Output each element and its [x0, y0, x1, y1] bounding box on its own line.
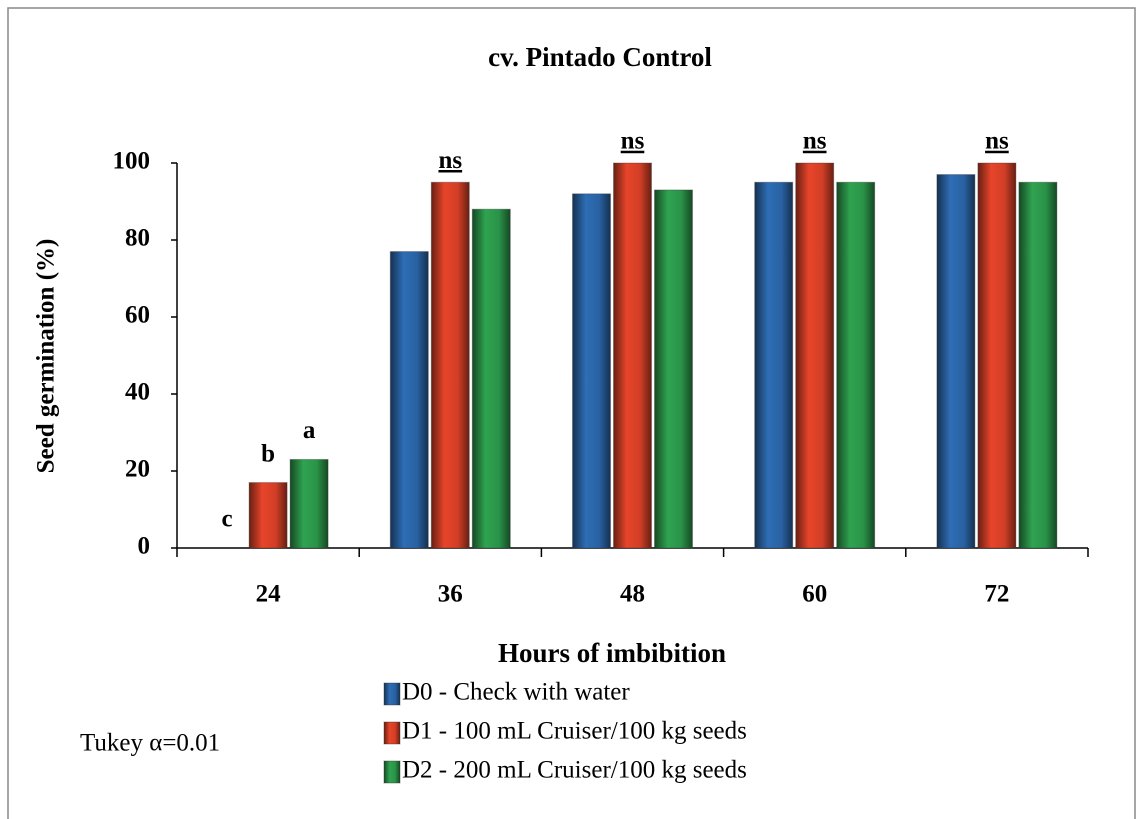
group-label: ns — [985, 128, 1009, 155]
legend-label: D0 - Check with water — [402, 679, 630, 706]
legend-label: D2 - 200 mL Cruiser/100 kg seeds — [402, 757, 747, 784]
frame — [7, 7, 1136, 819]
y-tick-label: 20 — [125, 456, 150, 483]
bar — [977, 163, 1016, 548]
bar — [613, 163, 652, 548]
x-tick-label: 36 — [438, 581, 463, 608]
bar — [572, 193, 611, 549]
bar — [431, 182, 470, 548]
legend-label: D1 - 100 mL Cruiser/100 kg seeds — [402, 718, 747, 745]
bar-shade — [430, 181, 470, 549]
y-tick-label: 80 — [125, 225, 150, 252]
legend-swatch — [383, 721, 401, 745]
significance-letter: b — [261, 440, 275, 467]
y-tick-label: 0 — [138, 533, 151, 560]
x-tick-label: 72 — [984, 581, 1009, 608]
bar-shade — [654, 189, 693, 549]
bar-shade — [836, 181, 876, 549]
bar — [836, 182, 875, 548]
bar-shade — [613, 162, 652, 549]
bar-shade — [936, 174, 976, 549]
bar — [390, 251, 429, 549]
group-label: ns — [803, 128, 827, 155]
significance-letter: a — [303, 417, 316, 444]
bar — [290, 459, 329, 548]
bar-shade — [471, 208, 511, 549]
y-tick-label: 40 — [125, 379, 150, 406]
y-axis-title: Seed germination (%) — [33, 239, 60, 474]
bar-shade — [289, 458, 329, 549]
bar — [936, 174, 975, 549]
bar-shade — [977, 162, 1017, 549]
bar-shade — [572, 193, 611, 549]
bar-shade — [754, 181, 794, 549]
group-label: ns — [438, 147, 462, 174]
bar-shade — [248, 482, 288, 549]
note: Tukey α=0.01 — [80, 730, 220, 757]
legend-swatch — [383, 682, 401, 706]
bar — [1018, 182, 1057, 548]
bar — [472, 209, 511, 548]
bar-shade — [795, 162, 835, 549]
bar — [754, 182, 793, 548]
x-tick-label: 24 — [256, 581, 282, 608]
bar — [249, 482, 288, 548]
bar-shade — [1018, 181, 1058, 549]
group-label: ns — [621, 128, 645, 155]
y-tick-label: 60 — [125, 302, 150, 329]
legend-swatch — [383, 760, 401, 784]
x-tick-label: 48 — [620, 581, 645, 608]
bar — [795, 163, 834, 548]
bar — [654, 189, 693, 548]
x-axis-title: Hours of imbibition — [498, 638, 726, 668]
bar-shade — [389, 251, 429, 549]
chart-title: cv. Pintado Control — [488, 42, 712, 72]
x-tick-label: 60 — [802, 581, 827, 608]
y-tick-label: 100 — [113, 148, 151, 175]
significance-letter: c — [222, 506, 233, 533]
